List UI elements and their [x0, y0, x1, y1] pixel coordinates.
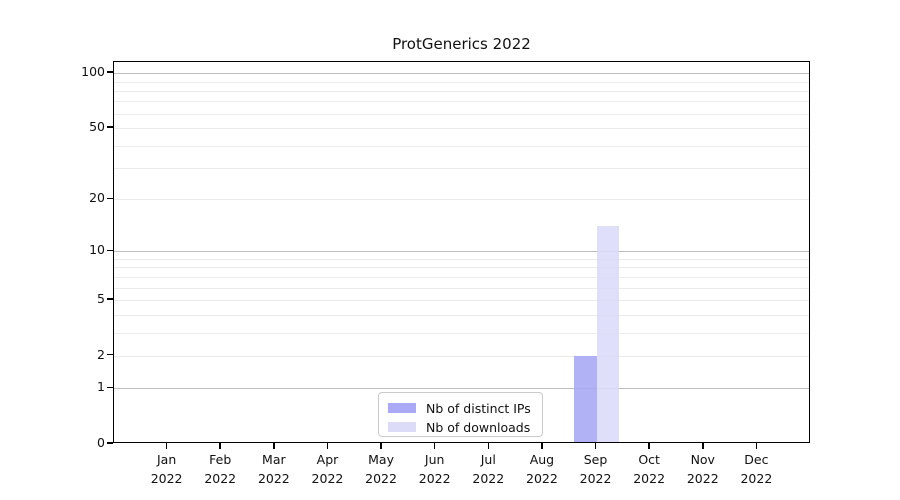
x-axis-tick-mark	[326, 443, 329, 449]
legend-label-downloads: Nb of downloads	[426, 419, 531, 435]
legend-label-distinct-ips: Nb of distinct IPs	[426, 400, 531, 416]
gridline-minor	[114, 355, 809, 357]
x-axis-year-label: 2022	[150, 470, 183, 486]
x-axis-year-label: 2022	[526, 470, 558, 486]
legend-item-distinct-ips: Nb of distinct IPs	[388, 400, 532, 416]
x-axis-tick-mark	[219, 443, 221, 449]
x-axis-year-label: 2022	[633, 470, 666, 486]
x-axis-tick-label: Mar 2022	[244, 451, 304, 488]
gridline-minor	[114, 128, 809, 130]
gridline-minor	[114, 145, 809, 147]
gridline-minor	[114, 101, 809, 103]
gridline-major	[114, 251, 809, 253]
x-axis-month-label: Mar	[262, 452, 286, 467]
x-axis-tick-mark	[433, 443, 436, 449]
x-axis-tick-mark	[380, 443, 382, 449]
x-axis-tick-label: Feb 2022	[190, 451, 250, 488]
legend-swatch-distinct-ips-icon	[388, 403, 416, 413]
y-axis-tick-mark	[107, 386, 113, 389]
gridline-minor	[114, 258, 809, 260]
x-axis-tick-label: Jun 2022	[405, 451, 465, 488]
x-axis-tick-mark	[755, 443, 758, 449]
legend: Nb of distinct IPs Nb of downloads	[378, 392, 543, 437]
x-axis-month-label: Feb	[209, 452, 232, 467]
x-axis-tick-label: Jan 2022	[137, 451, 197, 488]
plot-area	[113, 61, 810, 443]
x-axis-month-label: Oct	[638, 452, 660, 467]
x-axis-month-label: Apr	[316, 452, 339, 467]
x-axis-month-label: May	[368, 452, 394, 467]
y-axis-tick-mark	[107, 71, 113, 73]
legend-swatch-downloads-icon	[388, 422, 416, 432]
gridline-major	[114, 388, 809, 390]
x-axis-year-label: 2022	[365, 470, 397, 486]
gridline-minor	[114, 168, 809, 170]
x-axis-year-label: 2022	[311, 470, 344, 486]
y-axis-tick-mark	[107, 298, 113, 300]
x-axis-tick-mark	[165, 443, 168, 449]
y-axis-tick-label: 5	[97, 291, 105, 306]
y-axis-tick-label: 10	[89, 242, 105, 258]
gridline-minor	[114, 287, 809, 289]
x-axis-tick-label: Sep 2022	[566, 451, 626, 488]
gridline-minor	[114, 300, 809, 301]
x-axis-year-label: 2022	[579, 470, 612, 486]
x-axis-month-label: Sep	[583, 452, 608, 467]
x-axis-month-label: Jun	[424, 452, 445, 467]
gridline-minor	[114, 276, 809, 278]
gridline-minor	[114, 81, 809, 83]
x-axis-year-label: 2022	[740, 470, 773, 486]
x-axis-tick-label: Jul 2022	[458, 451, 518, 488]
x-axis-tick-label: May 2022	[351, 451, 411, 488]
x-axis-month-label: Dec	[744, 452, 769, 467]
x-axis-month-label: Jul	[480, 452, 496, 467]
x-axis-year-label: 2022	[204, 470, 237, 486]
x-axis-tick-label: Oct 2022	[619, 451, 679, 488]
x-axis-tick-mark	[487, 443, 490, 449]
y-axis-tick-label: 0	[97, 435, 105, 450]
x-axis-month-label: Jan	[156, 452, 177, 467]
x-axis-tick-label: Apr 2022	[297, 451, 357, 488]
y-axis-tick-mark	[107, 197, 113, 200]
y-axis-tick-label: 20	[89, 190, 105, 206]
y-axis-tick-label: 2	[97, 346, 105, 362]
x-axis-tick-mark	[702, 443, 704, 449]
x-axis-tick-mark	[273, 443, 275, 449]
chart-title: ProtGenerics 2022	[392, 35, 531, 53]
x-axis-tick-mark	[648, 443, 650, 449]
legend-item-downloads: Nb of downloads	[388, 419, 532, 435]
x-axis-tick-label: Dec 2022	[726, 451, 786, 488]
y-axis-tick-label: 100	[81, 64, 105, 80]
x-axis-tick-mark	[541, 443, 543, 449]
gridline-minor	[114, 90, 809, 92]
gridline-minor	[114, 267, 809, 269]
y-axis-tick-mark	[107, 249, 113, 252]
gridline-minor	[114, 199, 809, 201]
y-axis-tick-label: 1	[97, 379, 105, 395]
x-axis-tick-mark	[594, 443, 597, 449]
y-axis-tick-label: 50	[89, 119, 105, 135]
y-axis-tick-mark	[107, 353, 113, 356]
gridline-minor	[114, 332, 809, 334]
x-axis-tick-label: Aug 2022	[512, 451, 572, 488]
y-axis-tick-mark	[107, 442, 113, 444]
x-axis-month-label: Nov	[690, 452, 715, 467]
x-axis-year-label: 2022	[472, 470, 505, 486]
bar-downloads	[596, 226, 620, 442]
gridline-minor	[114, 314, 809, 316]
bar-distinct-ips	[574, 355, 597, 442]
x-axis-tick-label: Nov 2022	[673, 451, 733, 488]
x-axis-year-label: 2022	[686, 470, 719, 486]
x-axis-year-label: 2022	[257, 470, 290, 486]
x-axis-month-label: Aug	[529, 452, 555, 467]
y-axis-tick-mark	[107, 126, 113, 128]
x-axis-year-label: 2022	[418, 470, 451, 486]
gridline-major	[114, 73, 809, 75]
gridline-minor	[114, 113, 809, 115]
